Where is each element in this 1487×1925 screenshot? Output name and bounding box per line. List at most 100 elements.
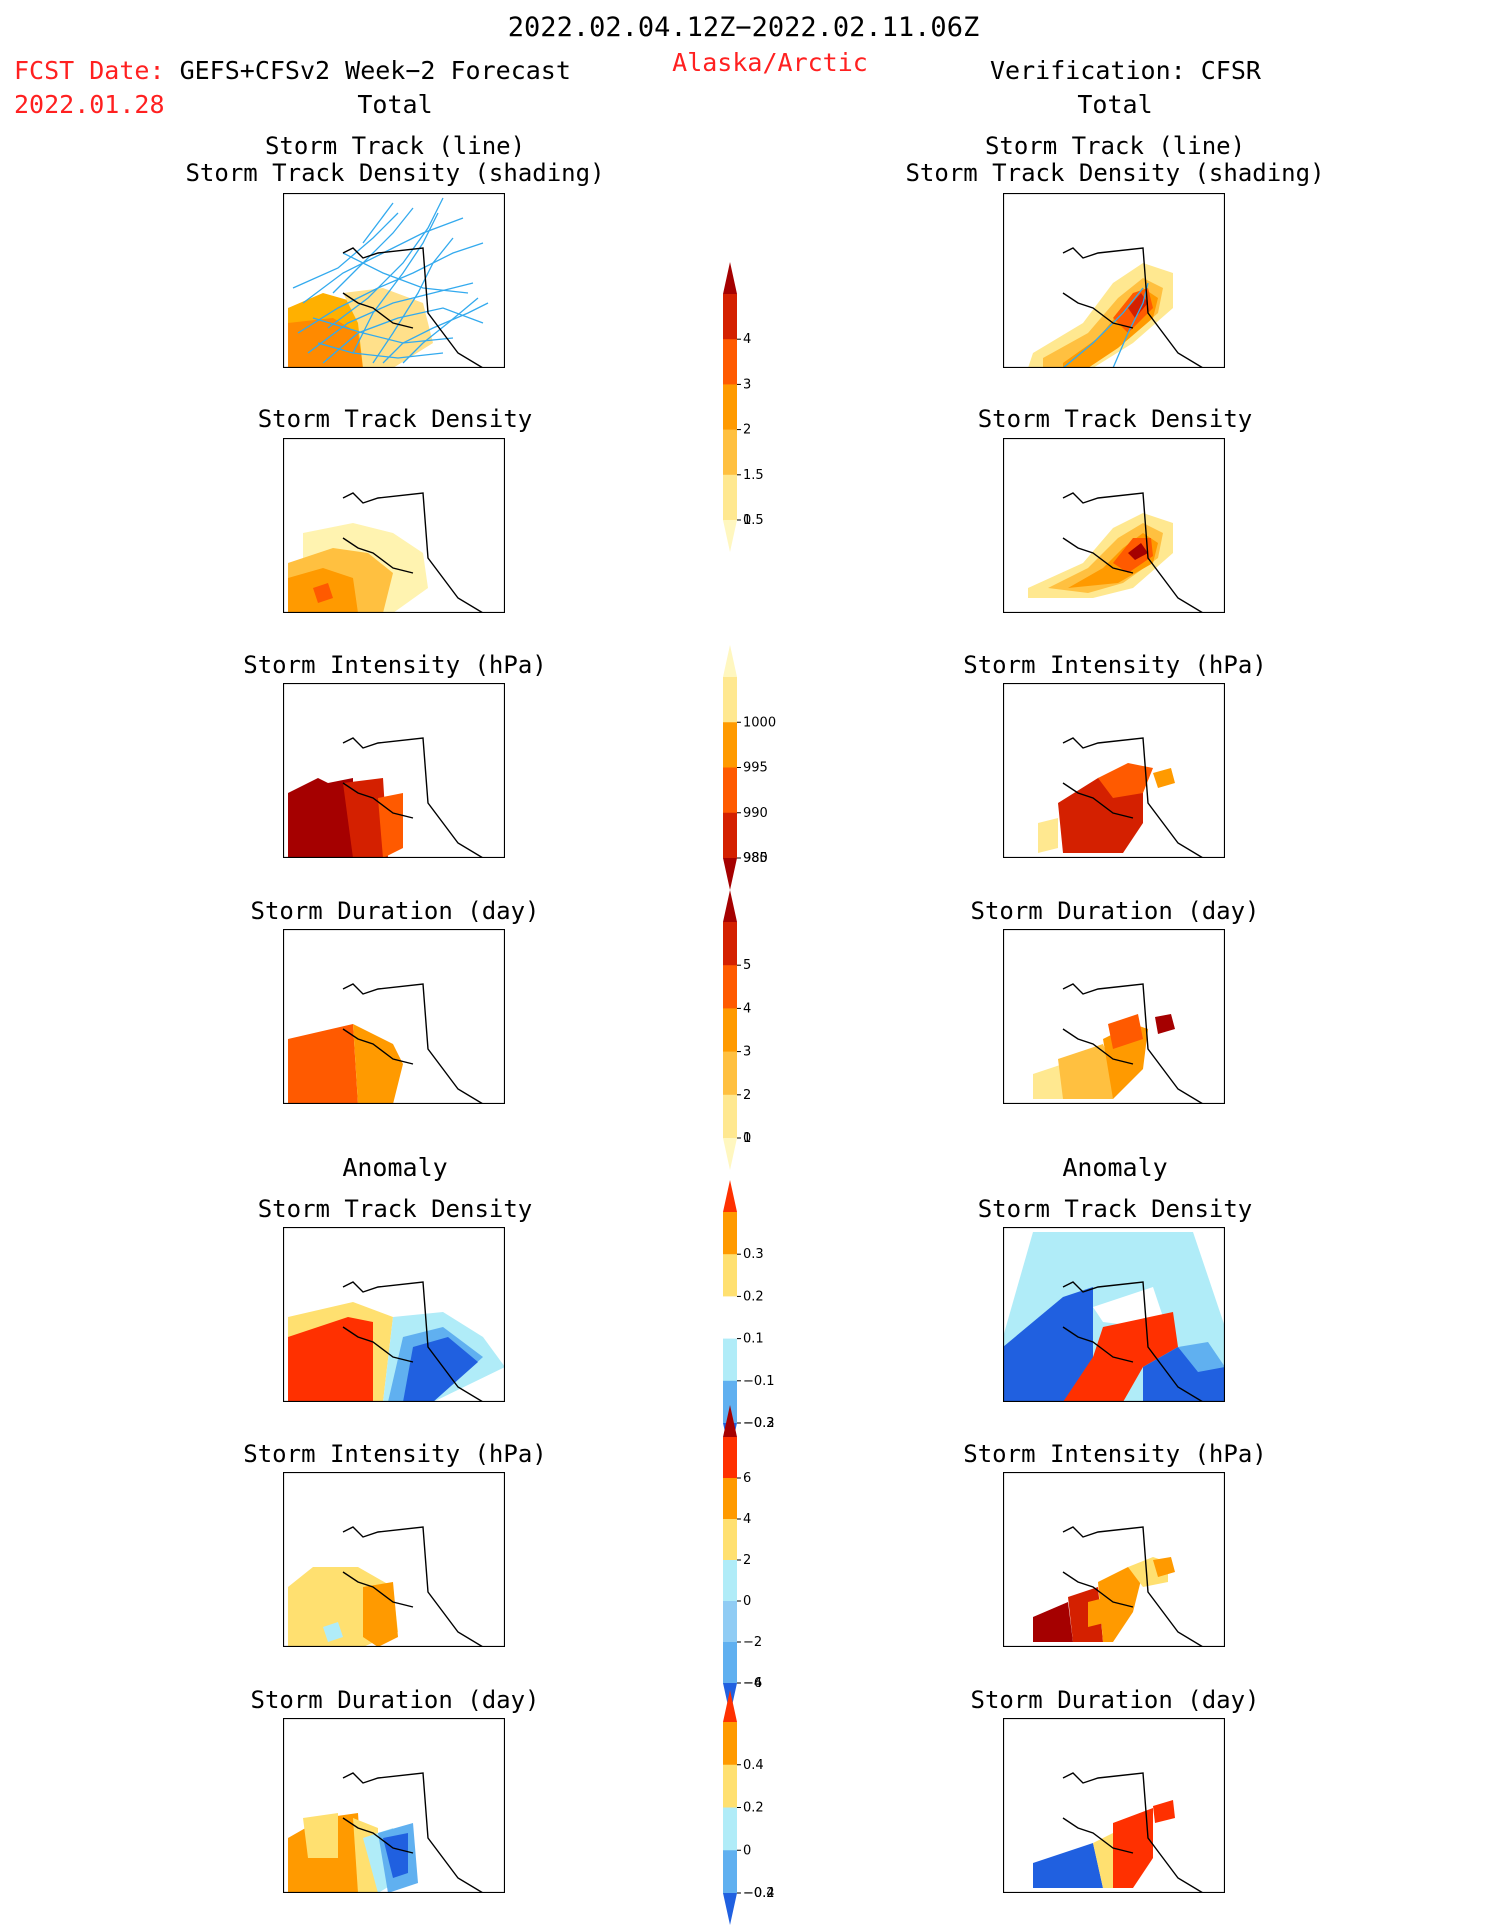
- colorbar-label: 0.1: [743, 1332, 764, 1347]
- colorbar-top-tip: [723, 890, 737, 922]
- left-anom-density-map: [283, 1227, 505, 1402]
- colorbar-segment: [723, 1642, 737, 1684]
- colorbar-segment: [723, 1601, 737, 1643]
- colorbar-label: 1: [743, 513, 751, 528]
- colorbar-segment: [723, 1560, 737, 1602]
- right-panel2-title: Storm Track Density: [977, 405, 1253, 433]
- colorbar-label: 980: [743, 851, 768, 866]
- right-panel4-title: Storm Duration (day): [970, 897, 1260, 925]
- colorbar-segment: [723, 384, 737, 431]
- colorbar-segment: [723, 294, 737, 340]
- colorbar-label: 0.5: [743, 513, 764, 528]
- colorbar-label: −0.2: [743, 1886, 775, 1901]
- colorbar-label: 0: [743, 1843, 751, 1858]
- fcst-model: GEFS+CFSv2 Week−2 Forecast: [179, 56, 571, 85]
- left-panel1-title2: Storm Track Density (shading): [185, 159, 605, 187]
- forecast-date: 2022.01.28: [14, 90, 165, 119]
- colorbar-segment: [723, 1008, 737, 1053]
- right-panel1-title1: Storm Track (line): [984, 132, 1246, 160]
- colorbar-segment: [723, 677, 737, 723]
- colorbar-label: 990: [743, 806, 768, 821]
- left-duration-map: [283, 929, 505, 1104]
- colorbar-segment: [723, 922, 737, 966]
- colorbar-segment: [723, 1764, 737, 1808]
- colorbar-label: 5: [743, 958, 751, 973]
- colorbar-label: 3: [743, 377, 751, 392]
- colorbar-segment: [723, 1519, 737, 1561]
- colorbar-segment: [723, 1212, 737, 1255]
- colorbar-label: 4: [743, 1512, 751, 1527]
- colorbar-label: 2: [743, 1088, 751, 1103]
- colorbar-label: −0.2: [743, 1416, 775, 1431]
- colorbar-label: 1.5: [743, 468, 764, 483]
- colorbar-segment: [723, 1437, 737, 1479]
- colorbar-segment: [723, 965, 737, 1009]
- left-panel3-title: Storm Intensity (hPa): [243, 651, 547, 679]
- colorbar-label: 0.4: [743, 1758, 764, 1773]
- right-anomaly-label: Anomaly: [1062, 1153, 1168, 1182]
- left-track-density-map: [283, 438, 505, 613]
- colorbar-segment: [723, 1051, 737, 1096]
- colorbar-intensity-anomaly: 6 4 2 0 −2 −4−6: [723, 1405, 762, 1715]
- colorbar-label: −0.4: [743, 1886, 775, 1901]
- colorbar-label: 0.3: [743, 1247, 764, 1262]
- colorbar-bottom-tip: [723, 520, 737, 552]
- left-panel6-title: Storm Intensity (hPa): [243, 1440, 547, 1468]
- right-anom-intensity-map: [1003, 1472, 1225, 1647]
- colorbar-segment: [723, 1254, 737, 1297]
- colorbar-label: −4: [743, 1676, 762, 1691]
- colorbar-top-tip: [723, 262, 737, 294]
- colorbar-segment: [723, 722, 737, 768]
- left-panel2-title: Storm Track Density: [257, 405, 533, 433]
- right-anom-duration-map: [1003, 1718, 1225, 1893]
- right-track-density-map: [1003, 438, 1225, 613]
- colorbar-bottom-tip: [723, 1893, 737, 1925]
- colorbar-density-total: 4 3 2 1.5 10.5: [723, 262, 764, 552]
- colorbar-label: 1: [743, 1131, 751, 1146]
- right-panel7-title: Storm Duration (day): [970, 1686, 1260, 1714]
- colorbar-duration-total: 5 4 3 2 10: [723, 890, 751, 1170]
- colorbar-segment: [723, 1094, 737, 1139]
- left-anom-intensity-map: [283, 1472, 505, 1647]
- right-anom-density-map: [1003, 1227, 1225, 1402]
- colorbar-top-tip: [723, 645, 737, 677]
- right-panel5-title: Storm Track Density: [977, 1195, 1253, 1223]
- right-duration-map: [1003, 929, 1225, 1104]
- colorbar-segment: [723, 474, 737, 521]
- colorbar-segment: [723, 339, 737, 385]
- colorbar-segment: [723, 1807, 737, 1851]
- right-panel3-title: Storm Intensity (hPa): [963, 651, 1267, 679]
- colorbar-label: 0: [743, 1131, 751, 1146]
- colorbar-density-anomaly: 0.3 0.2 0.1 −0.1 −0.2−0.3: [723, 1180, 775, 1455]
- colorbar-duration-anomaly: 0.4 0.2 0 −0.2−0.4: [723, 1690, 775, 1925]
- fcst-prefix: FCST Date:: [14, 56, 165, 85]
- date-range-title: 2022.02.04.12Z−2022.02.11.06Z: [507, 12, 980, 43]
- colorbar-top-tip: [723, 1405, 737, 1437]
- left-storm-track-map: [283, 193, 505, 368]
- colorbar-segment: [723, 767, 737, 814]
- colorbar-segment: [723, 1338, 737, 1382]
- colorbar-label: 0.2: [743, 1801, 764, 1816]
- colorbar-label: 995: [743, 761, 768, 776]
- colorbar-segment: [723, 1478, 737, 1520]
- colorbar-label: 0.2: [743, 1289, 764, 1304]
- colorbar-segment: [723, 1296, 737, 1340]
- colorbar-top-tip: [723, 1180, 737, 1212]
- colorbar-bottom-tip: [723, 858, 737, 890]
- left-total-label: Total: [357, 90, 433, 119]
- colorbar-top-tip: [723, 1690, 737, 1722]
- colorbar-label: −2: [743, 1635, 762, 1650]
- colorbar-label: 2: [743, 423, 751, 438]
- colorbar-label: −0.3: [743, 1416, 775, 1431]
- colorbar-label: 985: [743, 851, 768, 866]
- colorbar-label: 6: [743, 1471, 751, 1486]
- colorbar-segment: [723, 1380, 737, 1424]
- left-anom-duration-map: [283, 1718, 505, 1893]
- colorbar-label: −6: [743, 1676, 762, 1691]
- forecast-label: FCST Date: GEFS+CFSv2 Week−2 Forecast: [14, 58, 571, 83]
- colorbar-label: 4: [743, 332, 751, 347]
- colorbar-bottom-tip: [723, 1138, 737, 1170]
- colorbar-label: 4: [743, 1001, 751, 1016]
- colorbar-segment: [723, 1850, 737, 1894]
